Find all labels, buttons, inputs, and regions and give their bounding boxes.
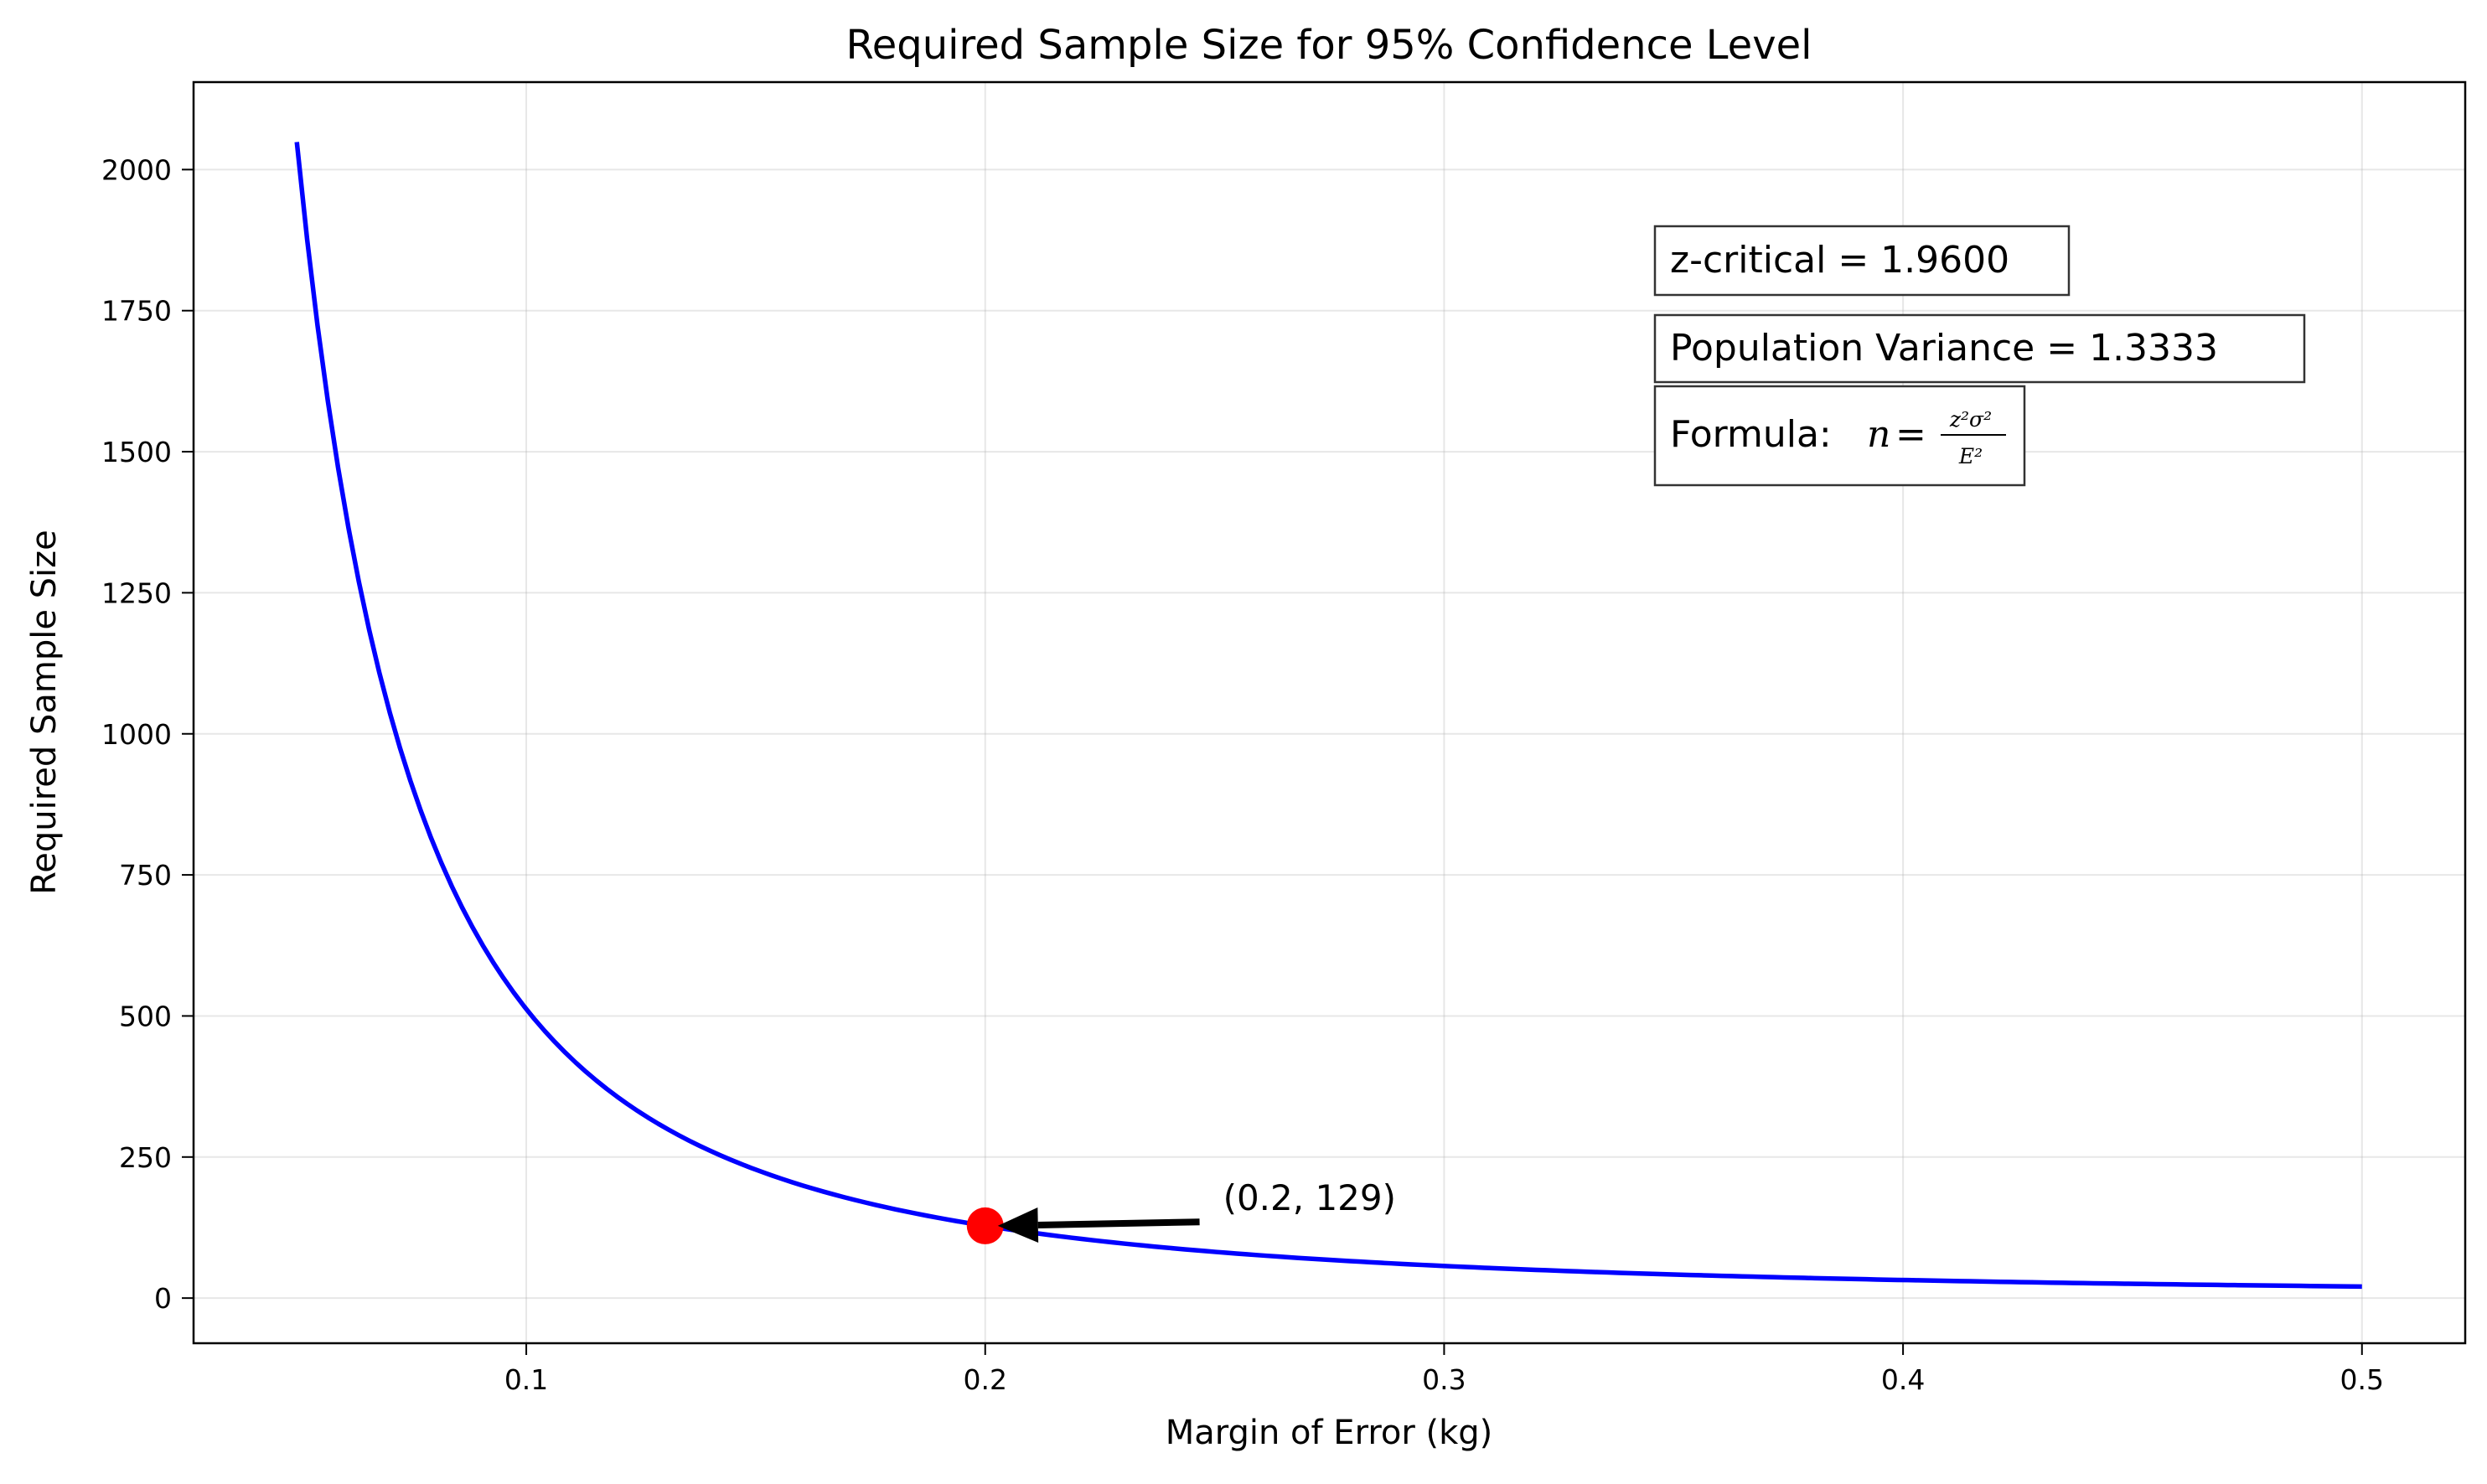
formula-prefix: Formula: <box>1670 413 1843 456</box>
ticks: 0.1 0.2 0.3 0.4 0.5 0 250 500 750 1000 1250 1500 175… <box>101 153 2384 1396</box>
formula-numerator: z²σ² <box>1949 407 1992 432</box>
y-axis-label: Required Sample Size <box>25 530 64 895</box>
series-line <box>294 142 2362 1290</box>
info-variance-text: Population Variance = 1.3333 <box>1670 327 2218 370</box>
plot-frame <box>192 80 2467 1345</box>
formula-variable: n <box>1867 413 1890 456</box>
highlight-point <box>966 1207 1004 1244</box>
y-tick-label: 1500 <box>101 436 172 468</box>
y-tick-label: 1250 <box>101 577 172 609</box>
x-tick-label: 0.3 <box>1422 1363 1466 1396</box>
formula-equals: = <box>1895 413 1926 456</box>
x-tick-label: 0.1 <box>504 1363 548 1396</box>
annotation-label: (0.2, 129) <box>1223 1177 1396 1218</box>
info-box-variance: Population Variance = 1.3333 <box>1653 313 2306 384</box>
info-box-z-critical: z-critical = 1.9600 <box>1653 225 2071 297</box>
annotation-arrow-shaft <box>1037 1218 1200 1228</box>
x-tick-label: 0.2 <box>964 1363 1007 1396</box>
grid <box>194 82 2465 1343</box>
y-tick-label: 500 <box>119 1000 172 1032</box>
x-axis-label: Margin of Error (kg) <box>1166 1414 1493 1452</box>
y-tick-label: 0 <box>154 1282 172 1315</box>
formula-denominator: E² <box>1958 444 1983 468</box>
series-layer <box>294 142 2362 1290</box>
x-tick-label: 0.5 <box>2340 1363 2384 1396</box>
x-tick-label: 0.4 <box>1881 1363 1925 1396</box>
y-tick-label: 750 <box>119 859 172 892</box>
info-z-critical-text: z-critical = 1.9600 <box>1670 239 2009 282</box>
y-tick-label: 1000 <box>101 718 172 751</box>
y-tick-label: 1750 <box>101 295 172 328</box>
annotation-layer: (0.2, 129) <box>997 1177 1396 1243</box>
y-tick-label: 250 <box>119 1141 172 1174</box>
y-tick-label: 2000 <box>101 153 172 186</box>
annotation-arrow-head <box>997 1207 1039 1243</box>
info-box-formula: Formula: n = z²σ² E² <box>1653 385 2026 487</box>
chart-title: Required Sample Size for 95% Confidence … <box>846 22 1812 69</box>
